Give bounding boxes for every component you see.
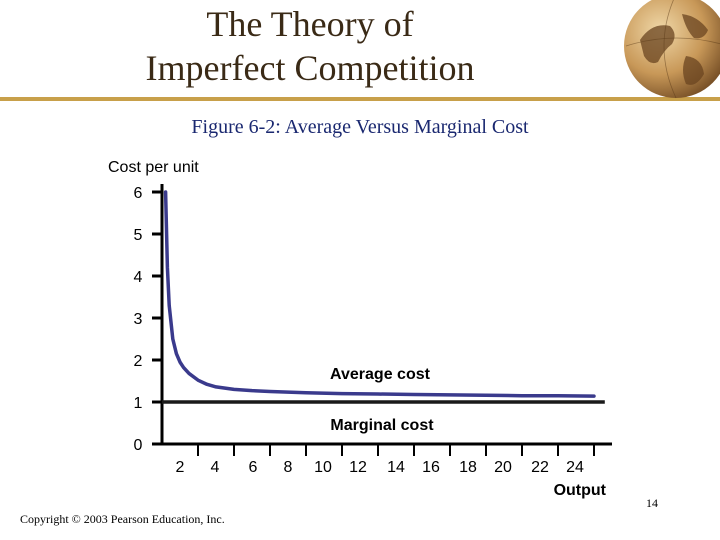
x-tick-label: 24 — [566, 459, 584, 476]
x-tick-label: 2 — [176, 459, 185, 476]
y-tick-label: 0 — [134, 437, 143, 454]
x-tick-label: 16 — [422, 459, 440, 476]
y-tick-label: 2 — [134, 353, 143, 370]
series-label-average-cost: Average cost — [330, 366, 431, 383]
figure-label: Figure 6-2 — [191, 116, 276, 138]
y-tick-label: 6 — [134, 185, 143, 202]
x-tick-label: 14 — [387, 459, 405, 476]
x-tick-label: 20 — [494, 459, 512, 476]
slide-title-line-1: The Theory of — [206, 4, 414, 44]
x-tick-label: 22 — [531, 459, 549, 476]
y-tick-label: 1 — [134, 395, 143, 412]
page-number: 14 — [646, 496, 658, 510]
x-tick-label: 8 — [284, 459, 293, 476]
slide-title-line-2: Imperfect Competition — [145, 48, 475, 88]
figure-title: : Average Versus Marginal Cost — [275, 116, 529, 138]
x-tick-label: 4 — [211, 459, 220, 476]
x-tick-label: 12 — [349, 459, 367, 476]
x-tick-label: 10 — [314, 459, 332, 476]
series-average-cost-line — [163, 190, 596, 398]
y-axis-label: Cost per unit — [108, 159, 199, 176]
y-tick-label: 3 — [134, 311, 143, 328]
x-axis-label: Output — [554, 482, 607, 499]
y-tick-label: 4 — [134, 269, 143, 286]
x-tick-label: 6 — [249, 459, 258, 476]
figure-caption: Figure 6-2: Average Versus Marginal Cost — [0, 116, 720, 139]
y-tick-label: 5 — [134, 227, 143, 244]
copyright-text: Copyright © 2003 Pearson Education, Inc. — [20, 512, 225, 526]
title-rule — [0, 97, 720, 101]
globe-icon — [624, 0, 720, 99]
slide-title: The Theory of Imperfect Competition — [0, 2, 620, 90]
x-tick-label: 18 — [459, 459, 477, 476]
series-label-marginal-cost: Marginal cost — [330, 417, 434, 434]
